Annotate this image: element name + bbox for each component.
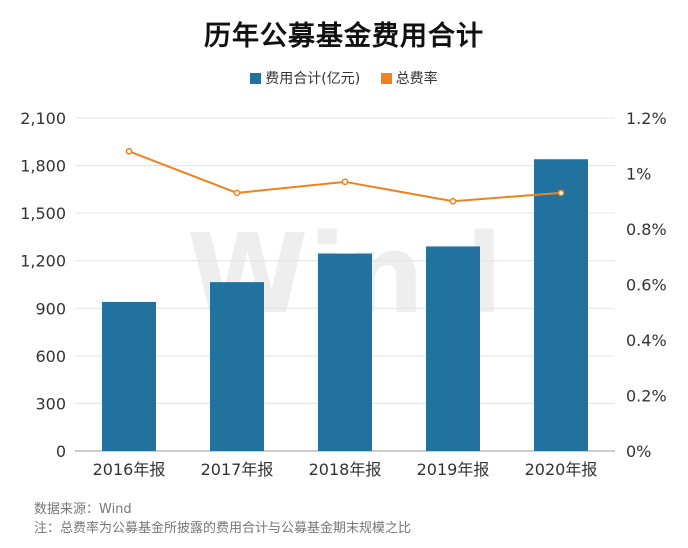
legend-label-fee-rate: 总费率 [395, 71, 438, 87]
y-right-tick-label: 1.2% [626, 109, 667, 128]
y-left-tick-label: 900 [35, 299, 66, 318]
y-left-tick-label: 1,200 [20, 252, 66, 271]
legend: 费用合计(亿元) 总费率 [0, 68, 688, 88]
y-left-tick-label: 2,100 [20, 109, 66, 128]
y-right-tick-label: 0.2% [626, 387, 667, 406]
fee-rate-point [449, 197, 457, 205]
fee-rate-point [233, 189, 241, 197]
legend-label-expense: 费用合计(亿元) [265, 71, 361, 87]
y-left-tick-label: 1,800 [20, 157, 66, 176]
y-right-tick-label: 0.8% [626, 220, 667, 239]
legend-swatch-fee-rate [380, 72, 392, 84]
y-right-tick-label: 1% [626, 165, 651, 184]
chart-title: 历年公募基金费用合计 [204, 21, 484, 52]
x-tick-label: 2016年报 [93, 460, 166, 479]
fee-rate-point [557, 189, 565, 197]
bar [426, 246, 480, 451]
chart-note: 注：总费率为公募基金所披露的费用合计与公募基金期末规模之比 [34, 521, 412, 536]
bar [102, 301, 156, 451]
y-left-tick-label: 600 [35, 347, 66, 366]
legend-item-fee-rate: 总费率 [380, 68, 438, 88]
y-left-tick-label: 300 [35, 394, 66, 413]
bar [534, 159, 588, 451]
bar [318, 253, 372, 451]
legend-swatch-expense [250, 72, 262, 84]
x-tick-label: 2020年报 [525, 460, 598, 479]
y-left-tick-label: 0 [56, 442, 66, 461]
legend-item-expense: 费用合计(亿元) [250, 68, 360, 88]
data-source: 数据来源：Wind [34, 502, 132, 517]
x-tick-label: 2017年报 [201, 460, 274, 479]
fee-rate-line [128, 150, 562, 203]
bar [210, 282, 264, 451]
y-right-tick-label: 0.6% [626, 276, 667, 295]
y-right-tick-label: 0% [626, 442, 651, 461]
y-right-tick-label: 0.4% [626, 331, 667, 350]
fee-rate-point [125, 147, 133, 155]
x-tick-label: 2019年报 [417, 460, 490, 479]
y-left-tick-label: 1,500 [20, 204, 66, 223]
fee-rate-point [341, 178, 349, 186]
x-tick-label: 2018年报 [309, 460, 382, 479]
